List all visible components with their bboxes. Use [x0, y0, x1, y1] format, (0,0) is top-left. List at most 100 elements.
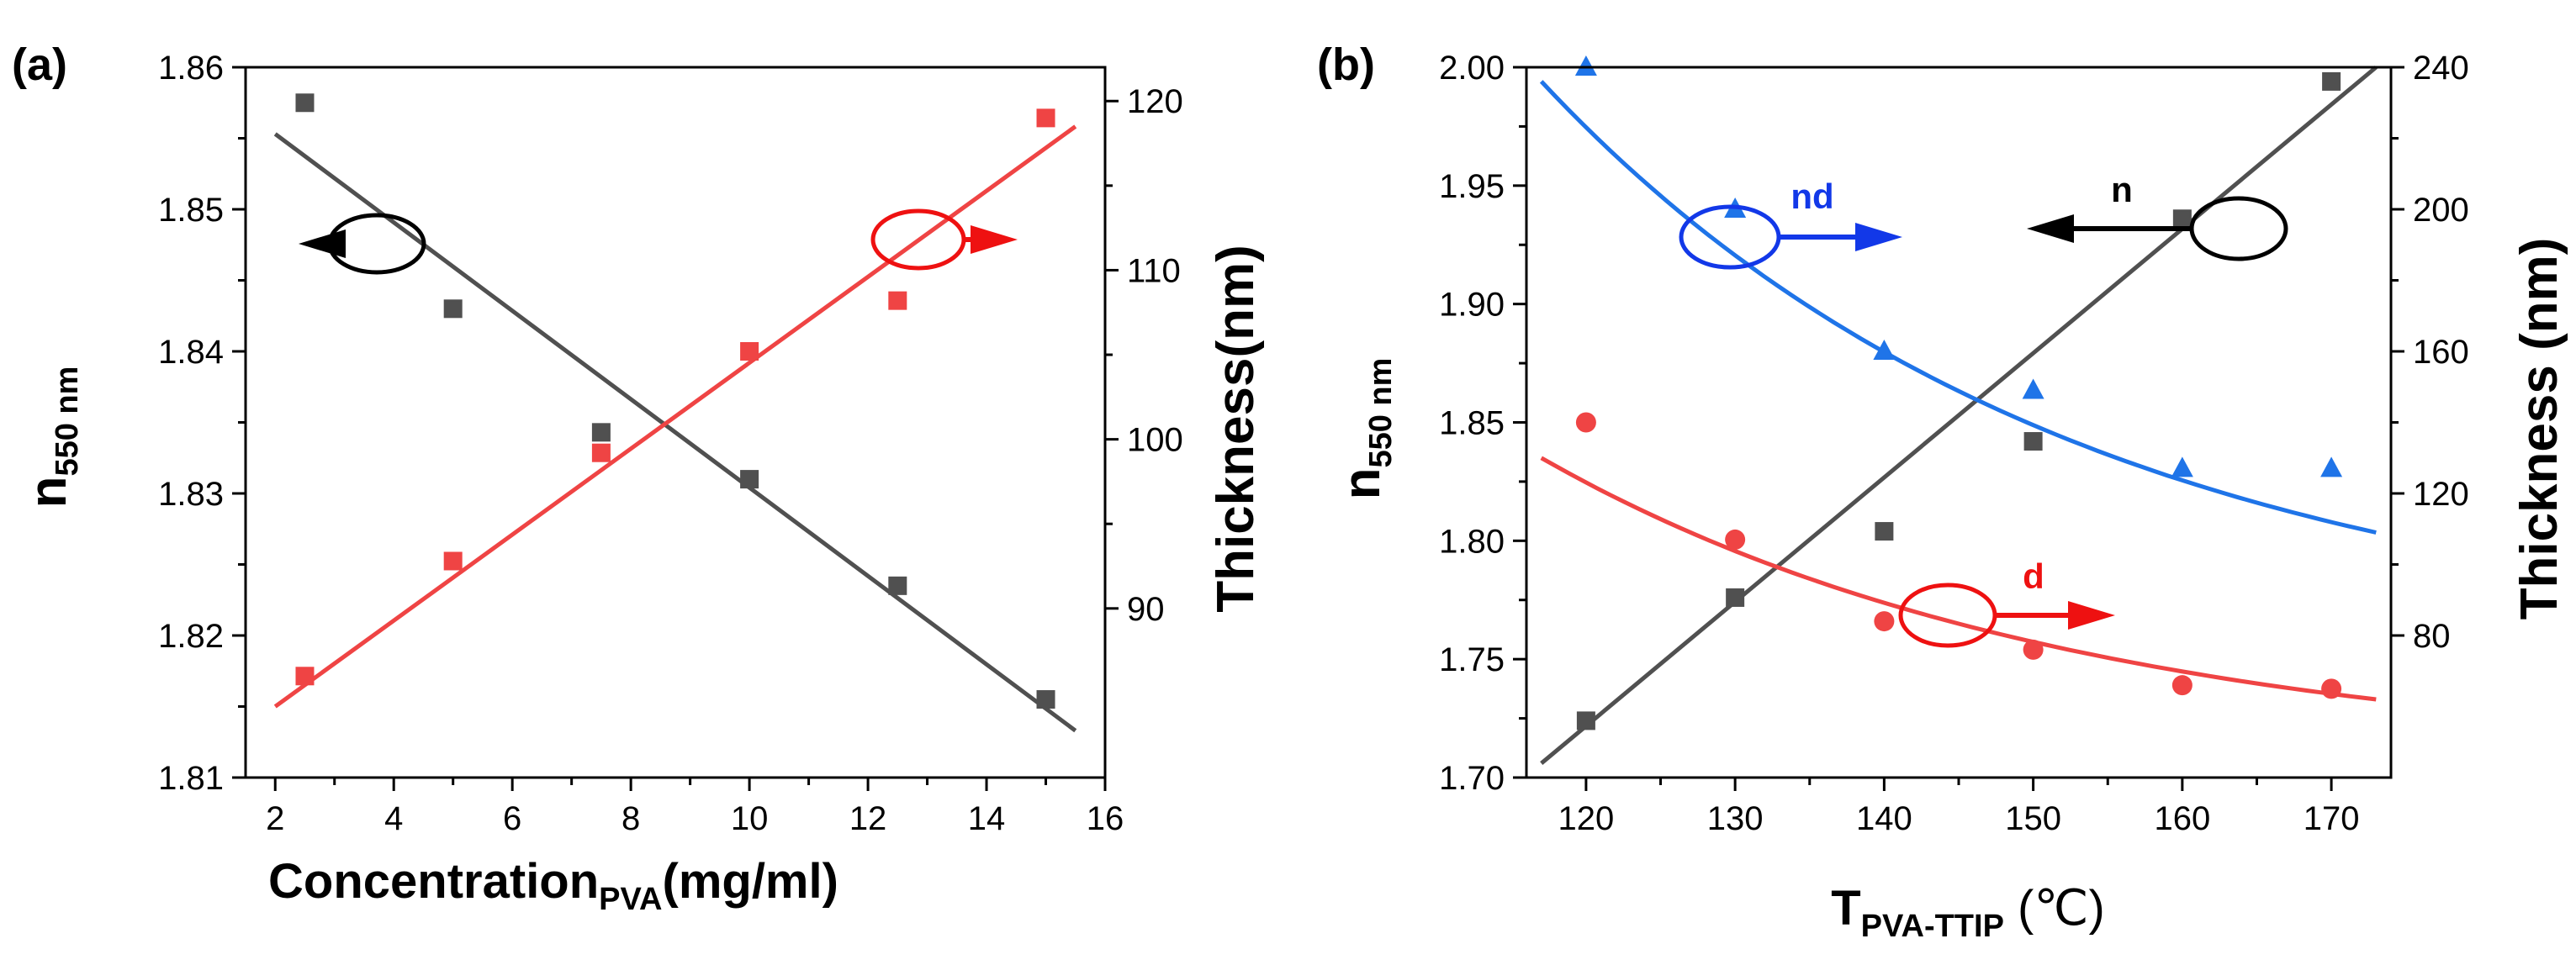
- y-left-tick-label: 1.86: [158, 50, 224, 87]
- panel-a-points: [295, 93, 1055, 709]
- panel-a-fit-lines: [273, 124, 1077, 733]
- annotation-arrow-head: [971, 225, 1018, 254]
- point-d: [1725, 529, 1746, 550]
- point-thickness: [888, 291, 907, 310]
- point-d: [2023, 639, 2044, 660]
- annotation-ellipse: [1898, 583, 1997, 648]
- x-tick-label: 8: [622, 800, 640, 837]
- panel-b-frame: [1525, 66, 2393, 779]
- y-left-tick-label: 1.85: [158, 192, 224, 229]
- panel-b-y-right-title: Thickness (nm): [2510, 238, 2568, 620]
- x-tick-label: 12: [849, 800, 887, 837]
- y-left-tick-label: 1.84: [158, 334, 224, 371]
- point-thickness: [591, 443, 611, 462]
- point-thickness: [1036, 108, 1055, 128]
- point-n: [1576, 711, 1595, 730]
- x-tick-label: 170: [2304, 800, 2360, 837]
- panel-b-ticks: 120 130 140 150 160 170 1.70 1.75 1.80 1.85 1.90 1.…: [1439, 50, 2469, 837]
- point-d: [2171, 675, 2193, 696]
- y-left-tick-label: 1.80: [1439, 523, 1505, 560]
- point-d: [1874, 611, 1895, 632]
- point-n: [1726, 588, 1745, 607]
- annotation-arrow-head: [1855, 223, 1902, 251]
- point-n: [443, 299, 463, 319]
- y-right-tick-label: 120: [1127, 83, 1183, 120]
- y-left-tick-label: 2.00: [1439, 50, 1505, 87]
- panel-b-label: (b): [1317, 40, 1375, 90]
- fit-line-n: [1540, 66, 2378, 766]
- point-thickness: [740, 342, 759, 361]
- point-nd: [2171, 456, 2193, 477]
- x-tick-label: 160: [2154, 800, 2210, 837]
- panel-a-frame: [244, 66, 1107, 779]
- y-right-tick-label: 110: [1127, 252, 1181, 289]
- fit-line-thickness: [273, 124, 1077, 709]
- point-thickness: [443, 551, 463, 571]
- panel-a-y-left-title: n550 nm: [19, 366, 85, 509]
- panel-b-y-left-title: n550 nm: [1333, 358, 1399, 500]
- annotation-label: nd: [1791, 177, 1833, 216]
- y-right-tick-label: 90: [1127, 591, 1165, 628]
- panel-a-y-right-title: Thickness(nm): [1207, 245, 1265, 613]
- point-n: [2322, 71, 2341, 91]
- fit-line-n: [273, 132, 1077, 733]
- point-n: [1875, 522, 1894, 541]
- panel-a-annotations: [299, 208, 1018, 275]
- x-tick-label: 2: [266, 800, 284, 837]
- y-left-tick-label: 1.75: [1439, 641, 1505, 678]
- panel-b-chart: (b) 120 130 140 150 160 170 1.70 1.75 1.80 1.85 1.…: [1317, 40, 2568, 944]
- point-n: [2172, 209, 2192, 229]
- annotation-label: n: [2111, 170, 2133, 209]
- point-n: [591, 423, 611, 442]
- point-n: [740, 470, 759, 489]
- y-left-tick-label: 1.83: [158, 476, 224, 513]
- point-nd: [2022, 378, 2044, 399]
- y-left-tick-label: 1.82: [158, 618, 224, 655]
- annotation-label: d: [2023, 556, 2044, 596]
- panel-a-chart: (a) 2 4 6 8 10 12 14 16 1.81 1.82 1.83 1.84 1.85 1.86…: [12, 40, 1265, 917]
- x-tick-label: 16: [1087, 800, 1124, 837]
- panel-b-annotations: nd nd: [1679, 170, 2288, 648]
- x-tick-label: 10: [731, 800, 769, 837]
- y-right-tick-label: 160: [2413, 334, 2469, 371]
- x-tick-label: 14: [968, 800, 1006, 837]
- fit-curve-d: [1540, 456, 2377, 702]
- y-right-tick-label: 120: [2413, 476, 2469, 513]
- annotation-arrow-head: [2027, 214, 2074, 243]
- panel-a-ticks: 2 4 6 8 10 12 14 16 1.81 1.82 1.83 1.84 1.85 1.86 90 10…: [158, 50, 1183, 837]
- annotation-arrow-head: [299, 229, 346, 258]
- point-n: [888, 576, 907, 595]
- x-tick-label: 6: [503, 800, 521, 837]
- y-left-tick-label: 1.70: [1439, 760, 1505, 797]
- point-nd: [2320, 456, 2343, 477]
- point-n: [295, 93, 315, 113]
- panel-a-label: (a): [12, 40, 67, 90]
- x-tick-label: 130: [1707, 800, 1764, 837]
- point-nd: [1574, 55, 1597, 76]
- panel-b-fit-lines: [1539, 66, 2378, 766]
- y-left-tick-label: 1.81: [158, 760, 224, 797]
- x-tick-label: 120: [1558, 800, 1615, 837]
- x-tick-label: 140: [1856, 800, 1912, 837]
- panel-b-x-axis-title: TPVA-TTIP (℃): [1831, 881, 2105, 944]
- y-right-tick-label: 240: [2413, 50, 2469, 87]
- point-thickness: [295, 667, 315, 686]
- fit-curve-nd: [1539, 80, 2377, 535]
- y-left-tick-label: 1.85: [1439, 405, 1505, 442]
- point-d: [1575, 412, 1596, 433]
- annotation-arrow-head: [2068, 601, 2115, 630]
- y-left-tick-label: 1.95: [1439, 168, 1505, 205]
- point-n: [1036, 690, 1055, 709]
- x-tick-label: 150: [2005, 800, 2061, 837]
- y-left-tick-label: 1.90: [1439, 287, 1505, 324]
- y-right-tick-label: 80: [2413, 618, 2451, 655]
- annotation-ellipse: [2189, 196, 2288, 261]
- point-nd: [1873, 340, 1896, 360]
- y-right-tick-label: 100: [1127, 422, 1183, 459]
- panel-a-x-axis-title: ConcentrationPVA(mg/ml): [268, 854, 838, 917]
- point-d: [2321, 678, 2342, 699]
- x-tick-label: 4: [384, 800, 403, 837]
- y-right-tick-label: 200: [2413, 192, 2469, 229]
- point-n: [2023, 432, 2043, 451]
